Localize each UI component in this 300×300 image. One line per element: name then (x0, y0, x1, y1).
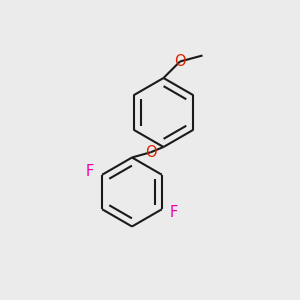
Text: F: F (170, 205, 178, 220)
Text: F: F (86, 164, 94, 179)
Text: O: O (145, 145, 157, 160)
Text: O: O (174, 54, 186, 69)
